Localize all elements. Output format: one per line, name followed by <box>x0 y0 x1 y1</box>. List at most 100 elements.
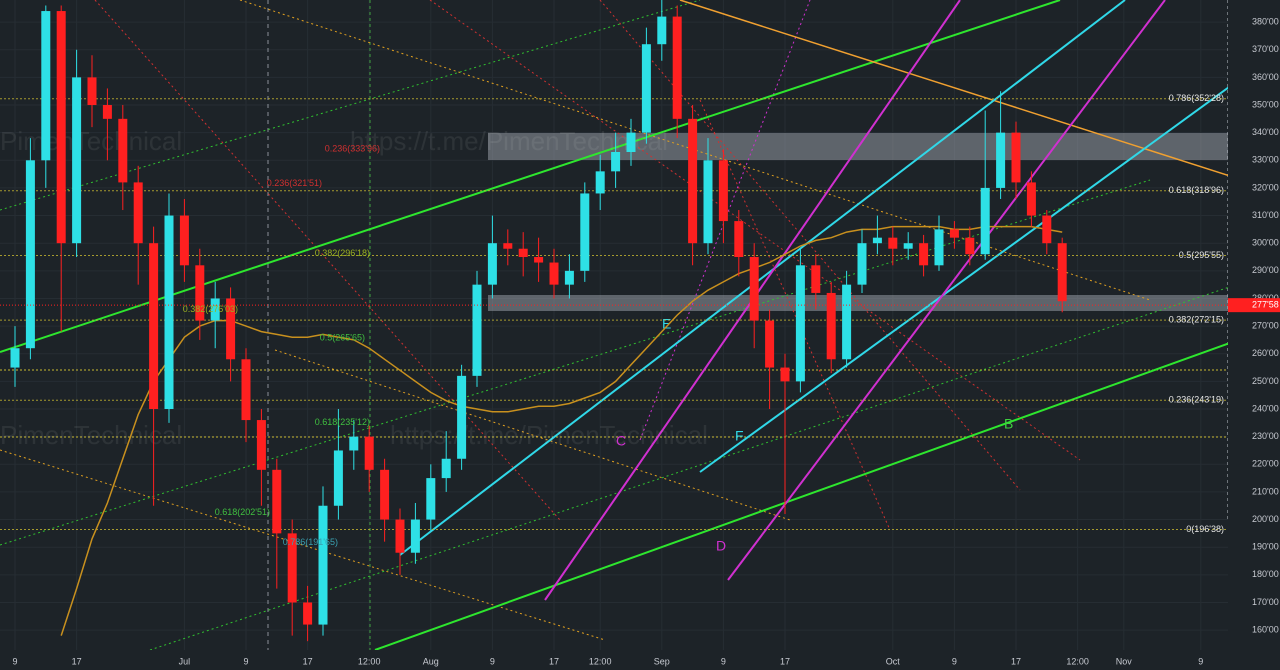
candle-body <box>195 265 205 321</box>
candle-body <box>580 193 590 271</box>
y-tick-label: 220'00 <box>1252 459 1279 469</box>
candle-body <box>318 505 328 625</box>
candle-body <box>256 420 266 470</box>
y-tick-label: 320'00 <box>1252 182 1279 192</box>
candle-body <box>349 436 359 451</box>
fib-label: 0.618(202'51) <box>215 507 270 517</box>
fib-label: 0.618(235'12) <box>315 417 370 427</box>
candle-body <box>980 187 990 255</box>
trendline <box>374 324 1280 651</box>
candle-body <box>718 160 728 222</box>
candle-body <box>518 248 528 258</box>
x-tick-label: 9 <box>721 656 726 666</box>
x-tick-label: 9 <box>490 656 495 666</box>
candle-body <box>703 160 713 244</box>
x-tick-label: 17 <box>780 656 790 666</box>
fib-label: 0.618(318'96) <box>1169 185 1224 195</box>
x-tick-label: 12:00 <box>589 656 612 666</box>
x-tick-label: 12:00 <box>358 656 381 666</box>
x-tick-label: 17 <box>303 656 313 666</box>
y-tick-label: 300'00 <box>1252 238 1279 248</box>
watermark: https://t.me/PimenTechnical <box>390 420 708 450</box>
x-tick-label: 12:00 <box>1066 656 1089 666</box>
watermark: https://t.me/PimenTechnical <box>350 126 668 156</box>
candle-body <box>1011 132 1021 183</box>
candle-body <box>333 450 343 506</box>
x-tick-label: Jul <box>179 656 191 666</box>
y-tick-label: 240'00 <box>1252 403 1279 413</box>
candle-body <box>641 44 651 133</box>
candle-body <box>41 11 51 161</box>
wave-label: C <box>616 433 626 449</box>
candle-body <box>226 298 236 360</box>
candle-body <box>1042 215 1052 244</box>
last-price-label: 277'58 <box>1252 300 1279 310</box>
x-tick-label: 17 <box>1011 656 1021 666</box>
trendline <box>94 0 561 521</box>
candle-body <box>10 348 20 368</box>
y-tick-label: 280'00 <box>1252 293 1279 303</box>
x-tick-label: Oct <box>886 656 901 666</box>
plot <box>0 0 1228 642</box>
last-price-tag <box>1228 298 1280 313</box>
trendline <box>727 0 1166 581</box>
candle-body <box>672 16 682 119</box>
candle-body <box>164 215 174 410</box>
x-tick-label: Nov <box>1116 656 1133 666</box>
candle-body <box>919 243 929 266</box>
zone <box>488 295 1246 311</box>
trendline <box>0 179 1151 546</box>
y-tick-label: 160'00 <box>1252 624 1279 634</box>
candle-body <box>102 105 112 119</box>
candle-body <box>149 243 159 410</box>
candle-body <box>303 602 313 625</box>
candle-body <box>426 478 436 520</box>
trendline <box>0 0 1061 353</box>
candle-body <box>903 243 913 249</box>
candle-body <box>734 221 744 258</box>
trendline <box>0 0 701 211</box>
candle-body <box>1057 243 1067 302</box>
fib-label: 0.786(191'65) <box>283 537 338 547</box>
trendline <box>399 0 1126 556</box>
candle-body <box>795 265 805 382</box>
watermark: PimenTechnical <box>0 420 182 450</box>
y-tick-label: 230'00 <box>1252 431 1279 441</box>
x-tick-label: 9 <box>12 656 17 666</box>
candle-body <box>780 367 790 382</box>
candle-body <box>241 359 251 421</box>
candle-body <box>657 16 667 45</box>
y-tick-label: 190'00 <box>1252 542 1279 552</box>
candle-body <box>56 11 66 244</box>
y-tick-label: 170'00 <box>1252 597 1279 607</box>
fib-label: 0.236(321'51) <box>267 178 322 188</box>
candle-body <box>472 284 482 376</box>
x-tick-label: 9 <box>1198 656 1203 666</box>
fib-label: 0.5(265'65) <box>320 333 365 343</box>
candle-body <box>380 469 390 520</box>
trendline <box>274 349 791 521</box>
y-tick-label: 370'00 <box>1252 44 1279 54</box>
candle-body <box>272 469 282 534</box>
candle-body <box>688 118 698 244</box>
fib-label: 0.236(243'19) <box>1169 395 1224 405</box>
candle-body <box>626 132 636 152</box>
y-tick-label: 210'00 <box>1252 486 1279 496</box>
candle-body <box>857 243 867 285</box>
axes: 160'00 170'00 180'00 190'00 200'00 210'00 220'… <box>12 16 1280 666</box>
fib-label: 0.236(333'96) <box>325 144 380 154</box>
candle-body <box>118 118 128 183</box>
fib-label: 0.786(352'28) <box>1169 93 1224 103</box>
candle-body <box>1026 182 1036 216</box>
candle-body <box>826 292 836 360</box>
candle-body <box>395 519 405 553</box>
candle-body <box>287 533 297 603</box>
candle-body <box>965 237 975 255</box>
y-tick-label: 380'00 <box>1252 16 1279 26</box>
candle-body <box>595 171 605 194</box>
x-tick-label: 17 <box>549 656 559 666</box>
watermark: PimenTechnical <box>0 126 182 156</box>
candle-body <box>133 182 143 244</box>
